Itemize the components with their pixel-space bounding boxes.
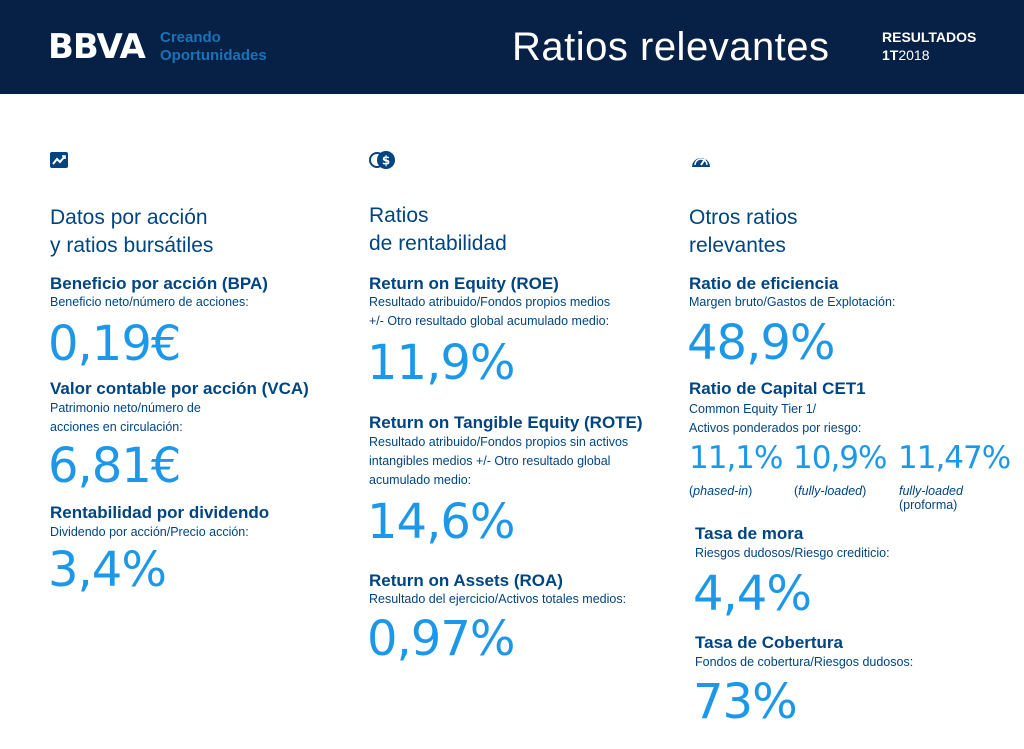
cet1-label-fully-loaded: (fully-loaded) (794, 484, 866, 498)
metric-name-eficiencia: Ratio de eficiencia (689, 274, 839, 293)
metric-desc-rote: Resultado atribuido/Fondos propios sin a… (369, 433, 628, 490)
page-title: Ratios relevantes (512, 25, 830, 69)
results-label: RESULTADOS (882, 29, 977, 45)
metric-value-roa: 0,97% (367, 611, 515, 667)
metric-desc-vca-line2: acciones en circulación: (50, 420, 183, 434)
metric-desc-roa: Resultado del ejercicio/Activos totales … (369, 592, 627, 606)
metric-value-roe: 11,9% (367, 335, 515, 391)
tagline-line1: Creando (160, 29, 221, 46)
metric-name-vca: Valor contable por acción (VCA) (50, 379, 309, 398)
cet1-value-phased-in: 11,1% (689, 440, 783, 476)
section-title-datos: Datos por acción y ratios bursátiles (50, 204, 213, 260)
results-period: RESULTADOS 1T2018 (882, 28, 976, 64)
metric-desc-rote-line2: intangibles medios +/- Otro resultado gl… (369, 454, 611, 468)
metric-name-cet1: Ratio de Capital CET1 (689, 379, 866, 398)
metric-name-rote: Return on Tangible Equity (ROTE) (369, 413, 643, 432)
metric-desc-roe: Resultado atribuido/Fondos propios medio… (369, 293, 610, 331)
tagline: Creando Oportunidades (160, 29, 267, 65)
metric-value-rote: 14,6% (367, 494, 515, 550)
section-title-line1: Otros ratios (689, 206, 798, 229)
cet1-label-italic: fully-loaded (899, 484, 963, 498)
metric-desc-mora: Riesgos dudosos/Riesgo crediticio: (695, 546, 890, 560)
section-title-line2: relevantes (689, 234, 786, 257)
metric-desc-rote-line3: acumulado medio: (369, 473, 472, 487)
metric-desc-cet1: Common Equity Tier 1/ Activos ponderados… (689, 400, 861, 438)
cet1-label-close: ) (862, 484, 867, 498)
metric-desc-cet1-line1: Common Equity Tier 1/ (689, 402, 817, 416)
metric-desc-roe-line2: +/- Otro resultado global acumulado medi… (369, 314, 610, 328)
metric-desc-rote-line1: Resultado atribuido/Fondos propios sin a… (369, 435, 629, 449)
bbva-logo: BBVA (48, 27, 146, 67)
period-quarter: 1T (882, 47, 899, 63)
section-title-line2: de rentabilidad (369, 232, 507, 255)
section-title-line2: y ratios bursátiles (50, 234, 214, 257)
svg-text:$: $ (382, 154, 390, 168)
cet1-label-italic: phased-in (693, 484, 749, 498)
cet1-label-italic: fully-loaded (798, 484, 863, 498)
section-title-otros: Otros ratios relevantes (689, 204, 798, 260)
metric-value-bpa: 0,19€ (48, 316, 181, 372)
period-year: 2018 (898, 47, 930, 63)
cet1-label-proforma: fully-loaded (proforma) (899, 484, 963, 512)
tagline-line2: Oportunidades (160, 47, 267, 64)
metric-desc-cet1-line2: Activos ponderados por riesgo: (689, 421, 862, 435)
header-bar: BBVA Creando Oportunidades Ratios releva… (0, 0, 1024, 94)
metric-name-dividendo: Rentabilidad por dividendo (50, 503, 270, 522)
metric-name-roe: Return on Equity (ROE) (369, 274, 559, 293)
metric-value-eficiencia: 48,9% (687, 315, 835, 371)
cet1-value-fully-loaded: 10,9% (793, 440, 887, 476)
metric-value-mora: 4,4% (693, 566, 812, 622)
metric-desc-eficiencia: Margen bruto/Gastos de Explotación: (689, 295, 896, 309)
metric-desc-vca: Patrimonio neto/número de acciones en ci… (50, 399, 201, 437)
cet1-value-proforma: 11,47% (898, 440, 1011, 476)
metric-value-cobertura: 73% (693, 674, 798, 730)
section-title-line1: Datos por acción (50, 206, 208, 229)
metric-desc-bpa: Beneficio neto/número de acciones: (50, 295, 249, 309)
cet1-label-open: ( (689, 484, 694, 498)
cet1-label-close: ) (748, 484, 753, 498)
metric-value-vca: 6,81€ (48, 438, 181, 494)
metric-name-bpa: Beneficio por acción (BPA) (50, 274, 268, 293)
section-title-line1: Ratios (369, 204, 429, 227)
trend-chart-icon (50, 152, 68, 173)
metric-desc-roe-line1: Resultado atribuido/Fondos propios medio… (369, 295, 611, 309)
cet1-label-phased-in: (phased-in) (689, 484, 752, 498)
cet1-label-line2: (proforma) (899, 498, 958, 512)
speedometer-icon (690, 150, 712, 175)
metric-name-roa: Return on Assets (ROA) (369, 571, 563, 590)
section-title-rentabilidad: Ratios de rentabilidad (369, 202, 507, 258)
metric-desc-dividendo: Dividendo por acción/Precio acción: (50, 525, 249, 539)
metric-name-mora: Tasa de mora (695, 524, 804, 543)
metric-value-dividendo: 3,4% (48, 542, 167, 598)
cet1-label-open: ( (794, 484, 799, 498)
period: 1T2018 (882, 46, 976, 64)
metric-desc-cobertura: Fondos de cobertura/Riesgos dudosos: (695, 655, 914, 669)
metric-name-cobertura: Tasa de Cobertura (695, 633, 844, 652)
metric-desc-vca-line1: Patrimonio neto/número de (50, 401, 201, 415)
coins-dollar-icon: $ (369, 150, 397, 175)
